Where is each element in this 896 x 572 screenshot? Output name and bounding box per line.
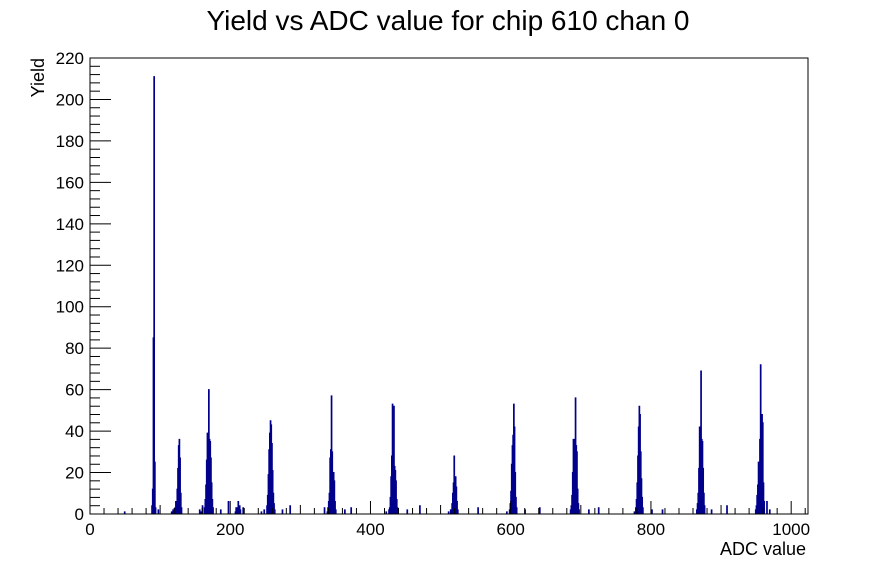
histogram-bin-725 (597, 507, 600, 514)
histogram-bin-334 (323, 507, 326, 514)
histogram-bin-607 (515, 496, 517, 514)
histogram-bin-214 (239, 509, 242, 514)
histogram-bin-437 (395, 498, 398, 514)
histogram-bin-436 (395, 480, 397, 514)
histogram-bin-274 (281, 509, 284, 514)
y-tick-label: 220 (56, 49, 84, 68)
histogram-bin-158 (200, 511, 202, 514)
x-tick-label: 0 (85, 520, 94, 539)
histogram-bin-175 (212, 507, 214, 514)
histogram-bin-697 (578, 509, 580, 514)
histogram-bin-372 (350, 507, 353, 514)
histogram-bin-594 (506, 511, 508, 514)
chart-title: Yield vs ADC value for chip 610 chan 0 (206, 5, 689, 36)
histogram-bin-522 (455, 486, 458, 514)
histogram-bin-285 (289, 505, 292, 514)
y-tick-label: 60 (65, 381, 84, 400)
y-axis-label: Yield (28, 58, 48, 97)
histogram-bin-93 (154, 507, 157, 514)
y-tick-label: 140 (56, 215, 84, 234)
histogram-bin-97 (157, 509, 160, 514)
histogram-bin-128 (179, 457, 181, 514)
histogram-bin-523 (456, 501, 458, 514)
histogram-bin-438 (396, 507, 399, 514)
histogram-bin-244 (260, 511, 263, 514)
y-tick-label: 120 (56, 256, 84, 275)
histogram-bin-470 (419, 505, 421, 514)
histogram-bin-886 (710, 509, 713, 514)
histogram-bin-186 (219, 509, 222, 514)
histogram-bin-511 (447, 511, 450, 514)
y-tick-label: 100 (56, 298, 84, 317)
histogram-bin-608 (515, 507, 518, 514)
histogram-bin-874 (702, 467, 705, 514)
histogram-bin-348 (333, 480, 336, 514)
x-axis: 0 200 400 600 800 1000 (85, 501, 810, 539)
histogram-bin-363 (344, 509, 346, 514)
histogram-bin-816 (661, 509, 664, 514)
histogram-bin-960 (762, 482, 765, 514)
histogram-bin-452 (406, 509, 409, 514)
histogram-bin-118 (172, 509, 174, 514)
x-tick-label: 800 (637, 520, 665, 539)
histogram-bin-695 (576, 488, 579, 514)
y-axis: 0 20 40 60 80 100 120 140 160 180 200 220 (56, 49, 111, 524)
histogram-bin-174 (211, 498, 214, 514)
histogram-bin-875 (703, 492, 705, 514)
y-tick-label: 160 (56, 173, 84, 192)
histogram-bin-788 (642, 507, 644, 514)
histogram-bin-711 (588, 509, 590, 514)
histogram-bin-218 (242, 507, 245, 514)
histogram-bin-49 (123, 511, 126, 514)
histogram-bin-248 (263, 509, 266, 514)
histogram-bin-433 (393, 405, 395, 514)
histogram-bin-262 (273, 503, 275, 514)
histogram-bin-787 (641, 496, 644, 514)
histogram-bin-801 (651, 509, 653, 514)
x-tick-label: 1000 (772, 520, 810, 539)
histogram-bin-349 (334, 501, 336, 514)
x-tick-label: 400 (356, 520, 384, 539)
histogram-bin-606 (514, 472, 517, 514)
histogram-bin-959 (761, 422, 764, 514)
y-tick-label: 80 (65, 339, 84, 358)
histogram-bin-116 (170, 511, 173, 514)
x-tick-label: 200 (216, 520, 244, 539)
histogram-bin-197 (227, 501, 230, 514)
y-tick-label: 20 (65, 464, 84, 483)
histogram-bin-91 (153, 76, 156, 514)
histogram-bin-156 (198, 509, 201, 514)
histogram-bin-173 (210, 482, 213, 514)
histogram-bin-92 (154, 461, 156, 514)
histogram-bin-786 (640, 478, 643, 514)
histogram-bin-876 (703, 505, 706, 514)
histogram-bin-969 (768, 509, 771, 514)
y-tick-label: 0 (75, 505, 84, 524)
histogram-bin-605 (513, 426, 516, 514)
histogram-bin-553 (477, 507, 479, 514)
histogram-bin-776 (633, 511, 636, 514)
histogram-bin-908 (726, 505, 728, 514)
histogram-bin-641 (538, 507, 541, 514)
histogram-bin-350 (334, 509, 337, 514)
histogram-bin-422 (385, 511, 388, 514)
histogram-bin-263 (273, 509, 276, 514)
histogram-bins (123, 76, 771, 514)
histogram-bin-696 (577, 503, 580, 514)
y-tick-label: 40 (65, 422, 84, 441)
x-axis-label: ADC value (720, 539, 806, 559)
histogram-bin-961 (763, 501, 766, 514)
histogram-bin-129 (179, 492, 182, 514)
y-tick-label: 200 (56, 90, 84, 109)
plot-frame (89, 57, 809, 515)
histogram-bin-260 (271, 469, 274, 514)
histogram-bin-130 (180, 507, 183, 514)
x-tick-label: 600 (497, 520, 525, 539)
y-tick-label: 180 (56, 132, 84, 151)
histogram-bin-965 (766, 501, 768, 514)
histogram-bin-694 (576, 451, 578, 514)
histogram-bin-524 (456, 509, 459, 514)
